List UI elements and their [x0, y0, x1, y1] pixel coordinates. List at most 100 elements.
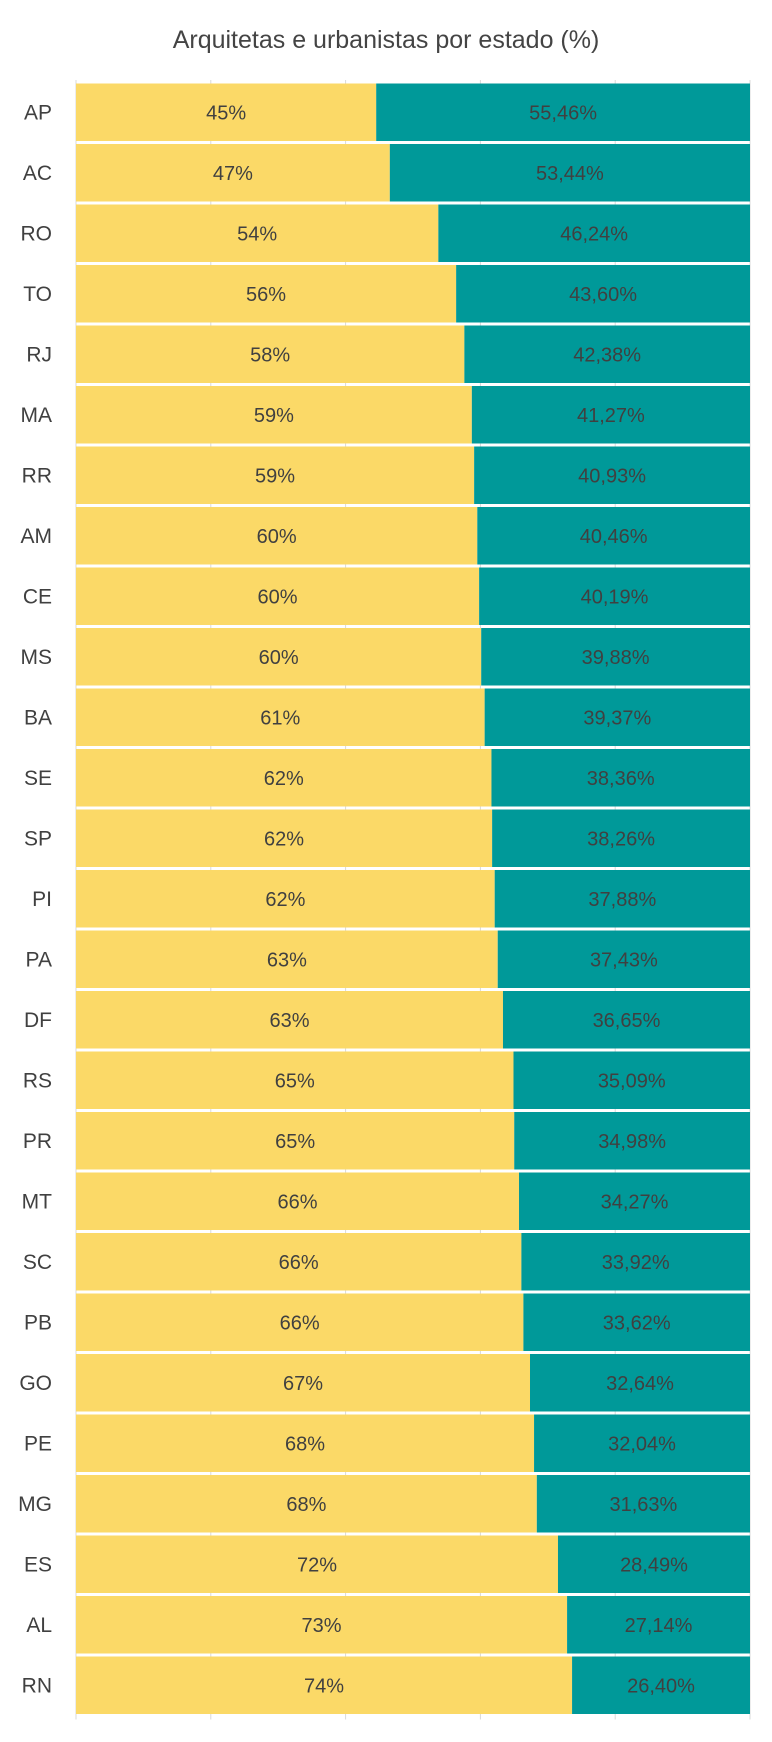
data-label: 46,24% — [560, 223, 628, 245]
category-label: DF — [24, 1009, 52, 1032]
data-label: 66% — [280, 1312, 320, 1334]
bar-segment-mg-series-2 — [536, 1475, 750, 1533]
category-label: SC — [23, 1251, 52, 1274]
data-label: 47% — [213, 163, 253, 185]
data-label: 34,27% — [601, 1191, 669, 1213]
category-label: MA — [21, 404, 53, 427]
bar-segment-rr-series-1 — [76, 446, 475, 504]
bar-segment-mt-series-1 — [76, 1172, 520, 1230]
data-label: 42,38% — [573, 344, 641, 366]
data-label: 33,62% — [603, 1312, 671, 1334]
category-label: PB — [24, 1311, 52, 1334]
bar-segment-df-series-1 — [76, 991, 503, 1049]
category-label: AP — [24, 101, 52, 124]
data-label: 66% — [279, 1252, 319, 1274]
bar-segment-ap-series-1 — [76, 83, 377, 141]
data-label: 35,09% — [598, 1070, 666, 1092]
data-label: 32,64% — [606, 1373, 674, 1395]
data-label: 59% — [254, 405, 294, 427]
category-label: ES — [24, 1553, 52, 1576]
bar-segment-go-series-1 — [76, 1354, 531, 1412]
data-label: 38,36% — [587, 768, 655, 790]
data-label: 60% — [257, 526, 297, 548]
bar-segment-ma-series-1 — [76, 386, 472, 444]
category-label: MT — [22, 1190, 52, 1213]
data-label: 55,46% — [529, 102, 597, 124]
category-label: BA — [24, 706, 52, 729]
data-label: 72% — [297, 1554, 337, 1576]
bar-segment-al-series-2 — [567, 1596, 750, 1654]
data-label: 43,60% — [569, 284, 637, 306]
bar-segment-pr-series-2 — [514, 1112, 750, 1170]
data-label: 37,43% — [590, 949, 658, 971]
data-label: 65% — [275, 1131, 315, 1153]
bar-segment-ro-series-1 — [76, 204, 439, 262]
bar-segment-sc-series-2 — [521, 1233, 750, 1291]
bar-segment-am-series-2 — [477, 507, 750, 565]
bar-segment-rs-series-1 — [76, 1051, 514, 1109]
bar-segment-pi-series-1 — [76, 870, 495, 928]
data-label: 31,63% — [609, 1494, 677, 1516]
data-label: 26,40% — [627, 1675, 695, 1697]
bar-segment-rs-series-2 — [513, 1051, 750, 1109]
data-label: 41,27% — [577, 405, 645, 427]
bar-segment-ms-series-2 — [481, 628, 750, 686]
bar-segment-rn-series-1 — [76, 1656, 573, 1714]
data-label: 62% — [264, 828, 304, 850]
bar-segment-go-series-2 — [530, 1354, 750, 1412]
data-label: 28,49% — [620, 1554, 688, 1576]
data-label: 61% — [260, 707, 300, 729]
bar-segment-pb-series-1 — [76, 1293, 524, 1351]
category-label: CE — [23, 585, 52, 608]
bar-segment-pe-series-1 — [76, 1414, 535, 1472]
category-label: RR — [22, 464, 52, 487]
data-label: 40,93% — [578, 465, 646, 487]
data-label: 40,19% — [581, 586, 649, 608]
data-label: 33,92% — [602, 1252, 670, 1274]
bar-segment-ms-series-1 — [76, 628, 482, 686]
bar-segment-mg-series-1 — [76, 1475, 537, 1533]
bar-segment-ba-series-1 — [76, 688, 485, 746]
data-label: 68% — [285, 1433, 325, 1455]
bar-segment-pi-series-2 — [494, 870, 750, 928]
data-label: 58% — [250, 344, 290, 366]
category-label: AM — [21, 525, 53, 548]
data-label: 60% — [259, 647, 299, 669]
bar-segment-pa-series-1 — [76, 930, 498, 988]
category-label: PI — [32, 888, 52, 911]
bar-segment-al-series-1 — [76, 1596, 568, 1654]
data-label: 39,37% — [583, 707, 651, 729]
data-label: 45% — [206, 102, 246, 124]
bar-segment-pe-series-2 — [534, 1414, 750, 1472]
category-label: GO — [19, 1372, 52, 1395]
data-label: 73% — [302, 1615, 342, 1637]
data-label: 38,26% — [587, 828, 655, 850]
bar-segment-rr-series-2 — [474, 446, 750, 504]
bar-segment-ac-series-1 — [76, 144, 390, 202]
bars — [76, 83, 750, 1714]
bar-segment-ro-series-2 — [438, 204, 750, 262]
data-label: 68% — [286, 1494, 326, 1516]
data-label: 27,14% — [625, 1615, 693, 1637]
data-label: 66% — [277, 1191, 317, 1213]
bar-segment-se-series-2 — [491, 749, 750, 807]
data-label: 63% — [269, 1010, 309, 1032]
data-label: 54% — [237, 223, 277, 245]
bar-segment-es-series-1 — [76, 1535, 558, 1593]
category-label: PE — [24, 1432, 52, 1455]
data-label: 36,65% — [593, 1010, 661, 1032]
data-label: 34,98% — [598, 1131, 666, 1153]
bar-segment-ap-series-2 — [376, 83, 750, 141]
category-label: PR — [23, 1130, 52, 1153]
category-label: RO — [21, 222, 53, 245]
bar-segment-ba-series-2 — [484, 688, 750, 746]
data-label: 63% — [267, 949, 307, 971]
category-labels: AP AC RO TO RJ MA RR AM CE MS BA SE SP PI PA DF RS PR MT SC… — [18, 101, 52, 1697]
bar-segment-pb-series-2 — [523, 1293, 750, 1351]
data-label: 62% — [264, 768, 304, 790]
bar-segment-rj-series-2 — [464, 325, 750, 383]
category-label: SP — [24, 827, 52, 850]
bar-segment-pr-series-1 — [76, 1112, 515, 1170]
